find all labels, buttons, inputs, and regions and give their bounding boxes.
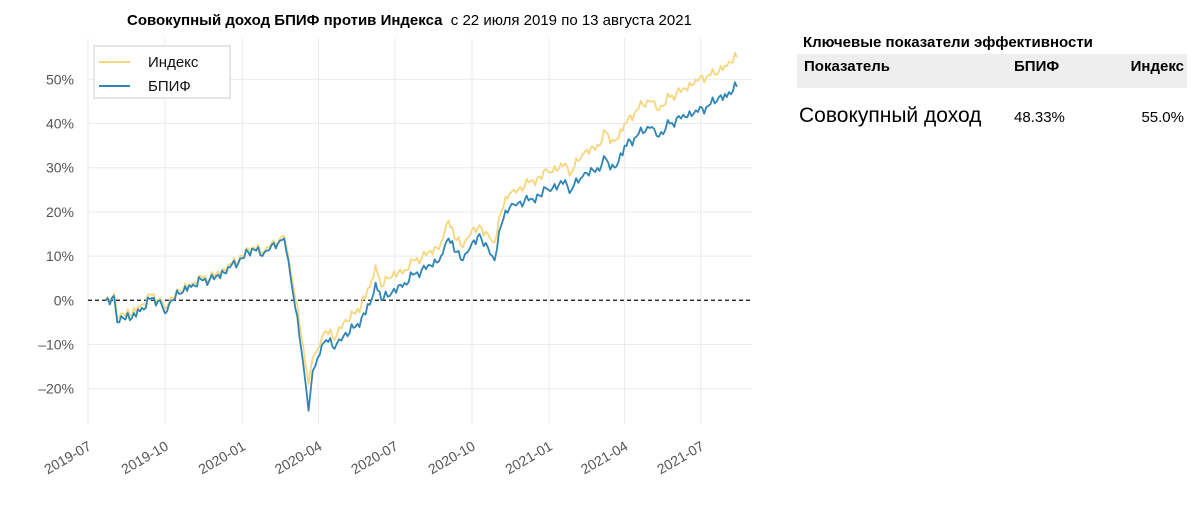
kpi-bpif-value: 48.33% xyxy=(1014,109,1065,126)
x-tick-label: 2021-07 xyxy=(654,438,707,478)
kpi-title: Ключевые показатели эффективности xyxy=(803,34,1093,51)
x-tick-label: 2020-10 xyxy=(425,438,478,478)
x-tick-label: 2020-04 xyxy=(272,438,325,478)
y-tick-label: 30% xyxy=(46,160,74,176)
series-line-bpif xyxy=(104,81,738,412)
x-tick-label: 2020-01 xyxy=(196,438,249,478)
kpi-header-bpif: БПИФ xyxy=(1014,58,1060,75)
y-tick-label: 50% xyxy=(46,71,74,87)
x-tick-label: 2019-07 xyxy=(41,438,94,478)
y-tick-label: –10% xyxy=(38,336,74,352)
kpi-table-row: Совокупный доход 48.33% 55.0% xyxy=(797,104,1187,128)
legend-box xyxy=(93,45,231,99)
y-axis-ticks: –20% –10% 0% 10% 20% 30% 40% 50% xyxy=(38,71,74,396)
y-tick-label: 10% xyxy=(46,248,74,264)
kpi-panel: Ключевые показатели эффективности Показа… xyxy=(797,32,1187,128)
x-axis-ticks: 2019-07 2019-10 2020-01 2020-04 2020-07 2020-… xyxy=(41,438,707,478)
chart-title: Совокупный доход БПИФ против Индекса с 2… xyxy=(127,12,692,29)
y-tick-label: 40% xyxy=(46,116,74,132)
y-tick-label: 0% xyxy=(54,292,74,308)
x-tick-label: 2021-01 xyxy=(502,438,555,478)
series-lines xyxy=(104,52,738,412)
kpi-index-value: 55.0% xyxy=(1141,109,1184,126)
x-tick-label: 2020-07 xyxy=(348,438,401,478)
y-tick-label: –20% xyxy=(38,381,74,397)
x-tick-label: 2019-10 xyxy=(118,438,171,478)
kpi-metric-name: Совокупный доход xyxy=(799,104,982,127)
series-line-index xyxy=(104,52,738,386)
grid-lines xyxy=(87,38,752,424)
y-tick-label: 20% xyxy=(46,204,74,220)
kpi-table-header: Показатель БПИФ Индекс xyxy=(797,54,1187,88)
x-tick-label: 2021-04 xyxy=(578,438,631,478)
legend: Индекс БПИФ xyxy=(93,45,231,99)
legend-label: Индекс xyxy=(148,54,199,71)
chart-title-bold: Совокупный доход БПИФ против Индекса xyxy=(127,12,443,29)
kpi-header-metric: Показатель xyxy=(804,58,891,75)
chart-title-dates: с 22 июля 2019 по 13 августа 2021 xyxy=(450,12,692,29)
kpi-header-index: Индекс xyxy=(1130,58,1184,75)
legend-label: БПИФ xyxy=(148,78,191,95)
line-chart: –20% –10% 0% 10% 20% 30% 40% 50% 2019-07 2019-10… xyxy=(38,38,752,478)
